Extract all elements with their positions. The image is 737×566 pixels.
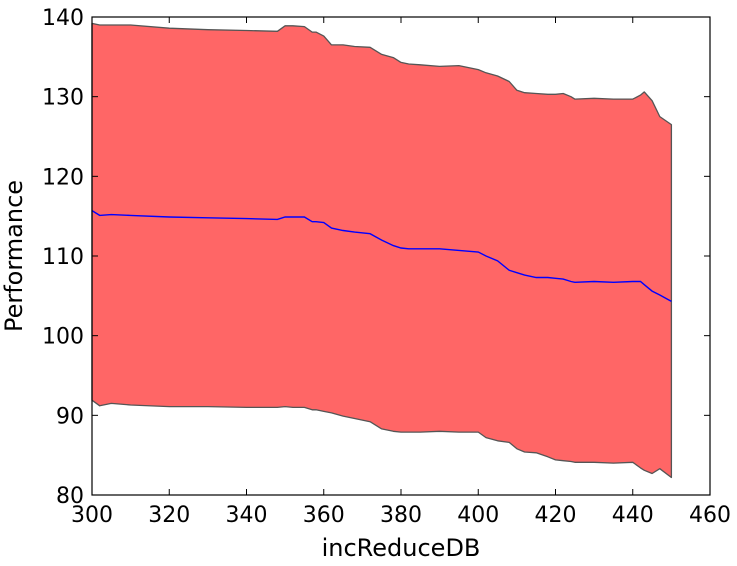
x-tick-label: 380 (380, 503, 422, 528)
y-tick-label: 130 (42, 86, 84, 111)
x-tick-label: 420 (535, 503, 577, 528)
x-tick-label: 360 (303, 503, 345, 528)
plot-content (91, 22, 673, 479)
y-tick-label: 140 (42, 6, 84, 31)
y-axis: 80 90 100 110 120 130 140 (42, 6, 710, 509)
mean-line (91, 210, 672, 303)
x-tick-label: 440 (612, 503, 654, 528)
y-axis-label: Performance (0, 180, 28, 332)
x-axis-label: incReduceDB (322, 534, 481, 562)
y-tick-label: 100 (42, 325, 84, 350)
y-tick-label: 90 (56, 404, 84, 429)
y-tick-label: 120 (42, 165, 84, 190)
x-tick-label: 460 (689, 503, 731, 528)
range-band (91, 22, 673, 479)
y-tick-label: 80 (56, 484, 84, 509)
x-tick-label: 340 (226, 503, 268, 528)
x-axis: 300 320 340 360 380 400 420 440 460 (71, 17, 731, 528)
y-tick-label: 110 (42, 245, 84, 270)
x-tick-label: 300 (71, 503, 113, 528)
x-tick-label: 400 (457, 503, 499, 528)
x-tick-label: 320 (148, 503, 190, 528)
